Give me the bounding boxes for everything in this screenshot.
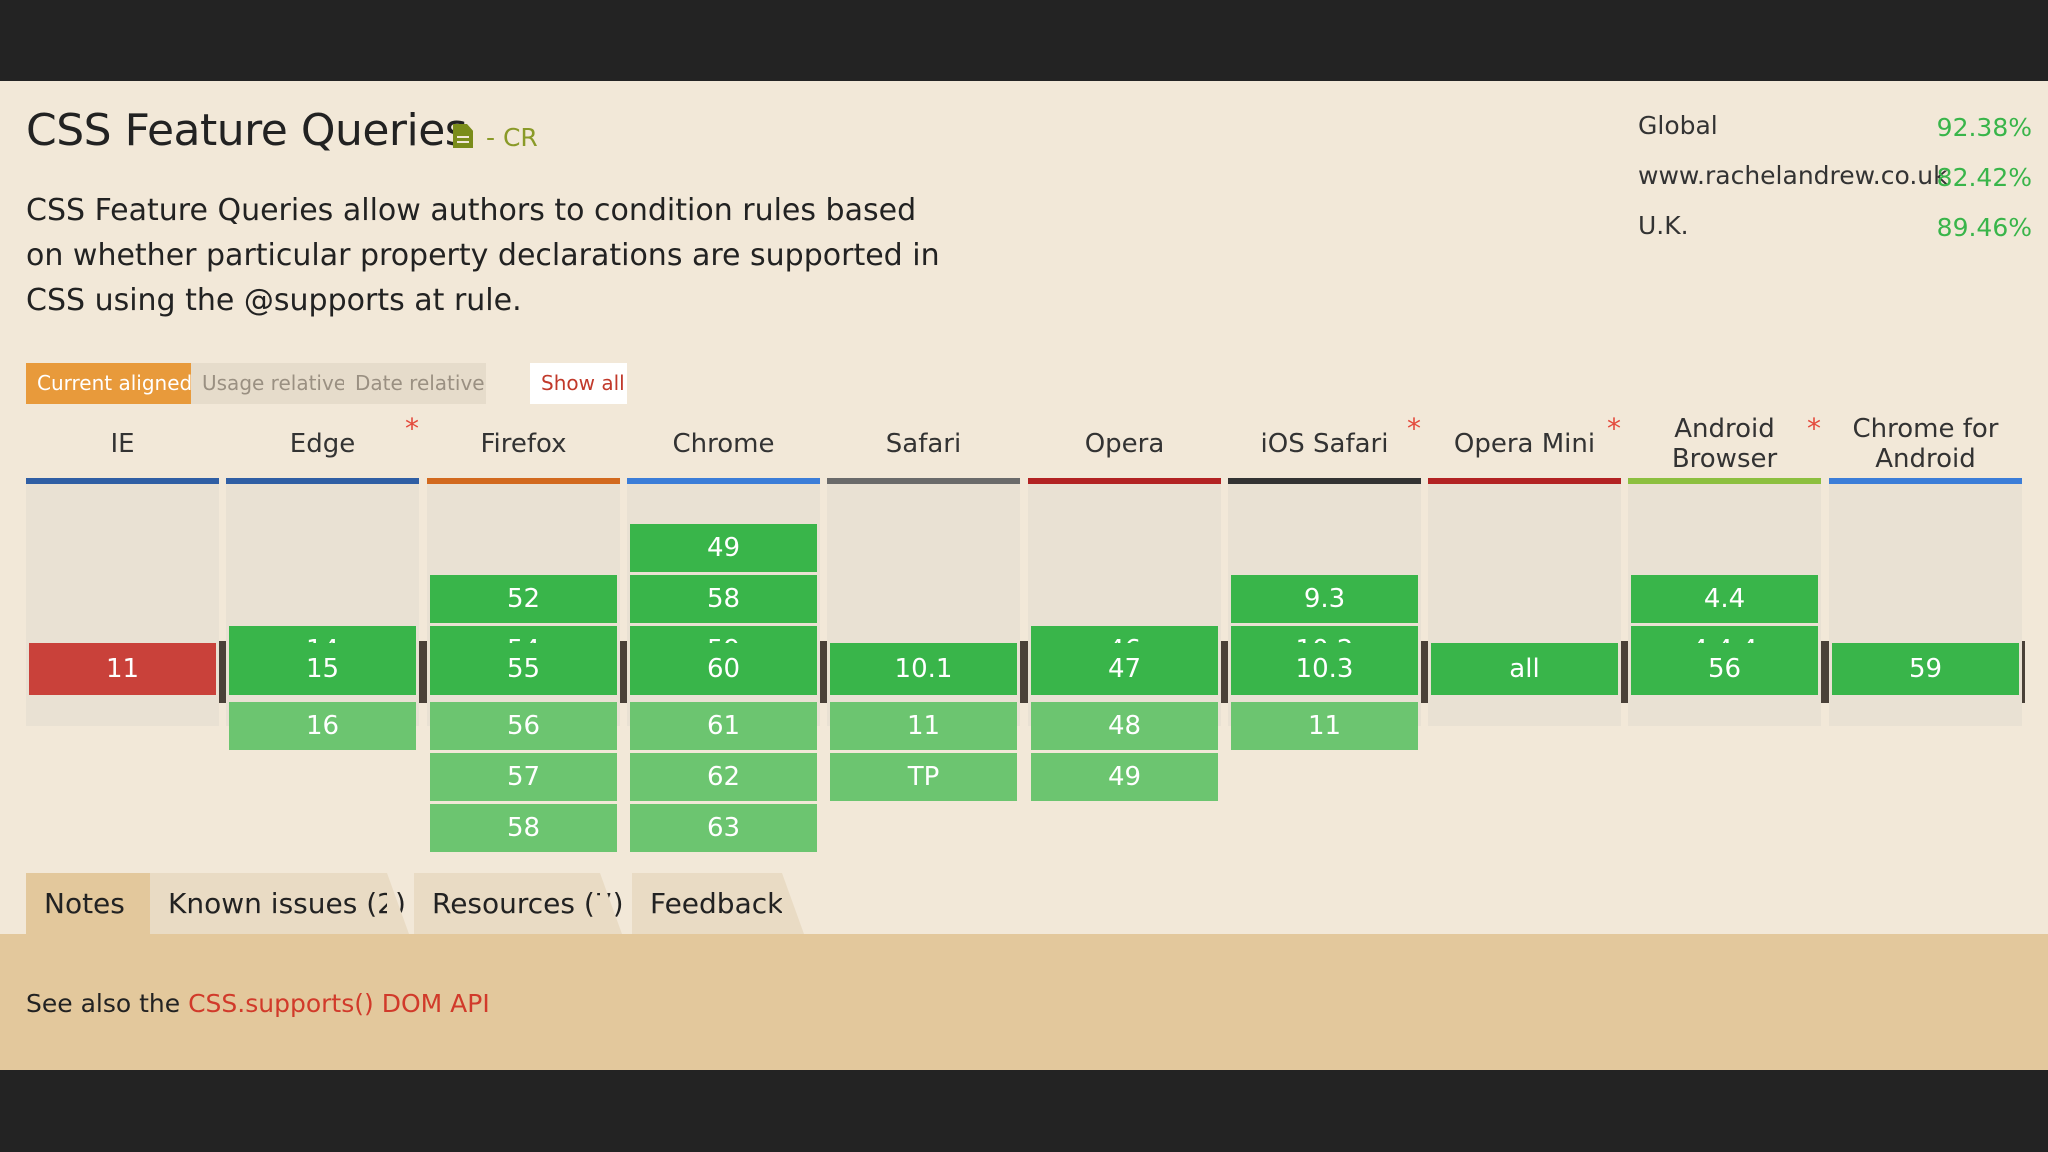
feature-panel: CSS Feature Queries - CR CSS Feature Que… bbox=[0, 81, 2048, 1070]
browser-color-bar bbox=[1829, 478, 2022, 484]
browser-name: Safari bbox=[885, 429, 962, 459]
notes-asterisk: * bbox=[405, 412, 419, 445]
future-version-cell[interactable]: 16 bbox=[229, 702, 416, 750]
browser-header-safari[interactable]: Safari bbox=[827, 410, 1020, 478]
spec-status: - CR bbox=[486, 123, 538, 152]
browser-header-opera-mini[interactable]: Opera Mini * bbox=[1428, 410, 1621, 478]
current-version-cell[interactable]: all bbox=[1431, 643, 1618, 695]
document-icon[interactable] bbox=[453, 124, 473, 148]
browser-name: Chrome for Android bbox=[1852, 414, 1999, 474]
tab-resources[interactable]: Resources (7) bbox=[414, 873, 624, 934]
browser-header-firefox[interactable]: Firefox bbox=[427, 410, 620, 478]
browser-color-bar bbox=[627, 478, 820, 484]
browser-name: Edge bbox=[289, 429, 356, 459]
notes-asterisk: * bbox=[1807, 412, 1821, 445]
future-version-cell[interactable]: 49 bbox=[1031, 753, 1218, 801]
browser-name: IE bbox=[110, 429, 135, 459]
usage-site: www.rachelandrew.co.uk 82.42% bbox=[1638, 161, 2032, 211]
usage-label: U.K. bbox=[1638, 211, 1689, 240]
future-version-cell[interactable]: 63 bbox=[630, 804, 817, 852]
notes-asterisk: * bbox=[1407, 412, 1421, 445]
browser-color-bar bbox=[26, 478, 219, 484]
browser-header-opera[interactable]: Opera bbox=[1028, 410, 1221, 478]
current-version-cell[interactable]: 47 bbox=[1031, 643, 1218, 695]
usage-label: www.rachelandrew.co.uk bbox=[1638, 161, 1948, 190]
browser-name: iOS Safari bbox=[1260, 429, 1389, 459]
note-text: See also the CSS.supports() DOM API bbox=[26, 989, 490, 1018]
browser-header-chrome-for-android[interactable]: Chrome for Android bbox=[1829, 410, 2022, 478]
future-version-cell[interactable]: 57 bbox=[430, 753, 617, 801]
browser-color-bar bbox=[1028, 478, 1221, 484]
browser-color-bar bbox=[226, 478, 419, 484]
tab-notes[interactable]: Notes bbox=[26, 873, 150, 934]
notes-asterisk: * bbox=[1607, 412, 1621, 445]
browser-name: Opera Mini bbox=[1453, 429, 1596, 459]
current-version-cell[interactable]: 56 bbox=[1631, 643, 1818, 695]
tab-feedback[interactable]: Feedback bbox=[632, 873, 783, 934]
current-version-cell[interactable]: 60 bbox=[630, 643, 817, 695]
details-tabs: Notes Known issues (2) Resources (7) Fee… bbox=[0, 873, 2048, 934]
version-cell[interactable]: 49 bbox=[630, 524, 817, 572]
tab-known-issues[interactable]: Known issues (2) bbox=[150, 873, 406, 934]
usage-label: Global bbox=[1638, 111, 1718, 140]
browser-header-ios-safari[interactable]: iOS Safari * bbox=[1228, 410, 1421, 478]
future-version-cell[interactable]: 11 bbox=[830, 702, 1017, 750]
future-version-cell[interactable]: 48 bbox=[1031, 702, 1218, 750]
current-version-cell[interactable]: 15 bbox=[229, 643, 416, 695]
future-version-cell[interactable]: 11 bbox=[1231, 702, 1418, 750]
version-cell[interactable]: 4.4 bbox=[1631, 575, 1818, 623]
future-version-cell[interactable]: 58 bbox=[430, 804, 617, 852]
browser-header-android-browser[interactable]: Android Browser * bbox=[1628, 410, 1821, 478]
version-cell[interactable]: 58 bbox=[630, 575, 817, 623]
usage-value: 92.38% bbox=[1936, 113, 2032, 142]
notes-panel: See also the CSS.supports() DOM API bbox=[0, 934, 2048, 1070]
usage-value: 82.42% bbox=[1936, 163, 2032, 192]
current-aligned-button[interactable]: Current aligned bbox=[26, 363, 192, 404]
usage-stats: Global 92.38% www.rachelandrew.co.uk 82.… bbox=[1638, 111, 2032, 261]
browser-name: Firefox bbox=[480, 429, 567, 459]
feature-title: CSS Feature Queries bbox=[26, 105, 468, 156]
browser-color-bar bbox=[1428, 478, 1621, 484]
browser-name: Opera bbox=[1084, 429, 1165, 459]
css-supports-link[interactable]: CSS.supports() DOM API bbox=[188, 989, 490, 1018]
usage-uk: U.K. 89.46% bbox=[1638, 211, 2032, 261]
note-prefix: See also the bbox=[26, 989, 189, 1018]
future-version-cell[interactable]: 56 bbox=[430, 702, 617, 750]
show-all-button[interactable]: Show all bbox=[530, 363, 627, 404]
browser-color-bar bbox=[427, 478, 620, 484]
browser-name: Android Browser bbox=[1671, 414, 1778, 474]
browser-header-edge[interactable]: Edge * bbox=[226, 410, 419, 478]
future-version-cell[interactable]: 61 bbox=[630, 702, 817, 750]
version-cell[interactable]: 9.3 bbox=[1231, 575, 1418, 623]
date-relative-button[interactable]: Date relative bbox=[344, 363, 486, 404]
usage-relative-button[interactable]: Usage relative bbox=[191, 363, 346, 404]
feature-description: CSS Feature Queries allow authors to con… bbox=[26, 193, 940, 318]
browser-color-bar bbox=[1228, 478, 1421, 484]
current-version-cell[interactable]: 10.1 bbox=[830, 643, 1017, 695]
future-version-cell[interactable]: TP bbox=[830, 753, 1017, 801]
browser-color-bar bbox=[827, 478, 1020, 484]
browser-color-bar bbox=[1628, 478, 1821, 484]
current-version-cell[interactable]: 10.3 bbox=[1231, 643, 1418, 695]
current-version-cell[interactable]: 11 bbox=[29, 643, 216, 695]
future-version-cell[interactable]: 62 bbox=[630, 753, 817, 801]
usage-global: Global 92.38% bbox=[1638, 111, 2032, 161]
browser-header-ie[interactable]: IE bbox=[26, 410, 219, 478]
current-version-cell[interactable]: 59 bbox=[1832, 643, 2019, 695]
current-version-cell[interactable]: 55 bbox=[430, 643, 617, 695]
browser-name: Chrome bbox=[672, 429, 775, 459]
version-cell[interactable]: 52 bbox=[430, 575, 617, 623]
usage-value: 89.46% bbox=[1936, 213, 2032, 242]
browser-header-chrome[interactable]: Chrome bbox=[627, 410, 820, 478]
